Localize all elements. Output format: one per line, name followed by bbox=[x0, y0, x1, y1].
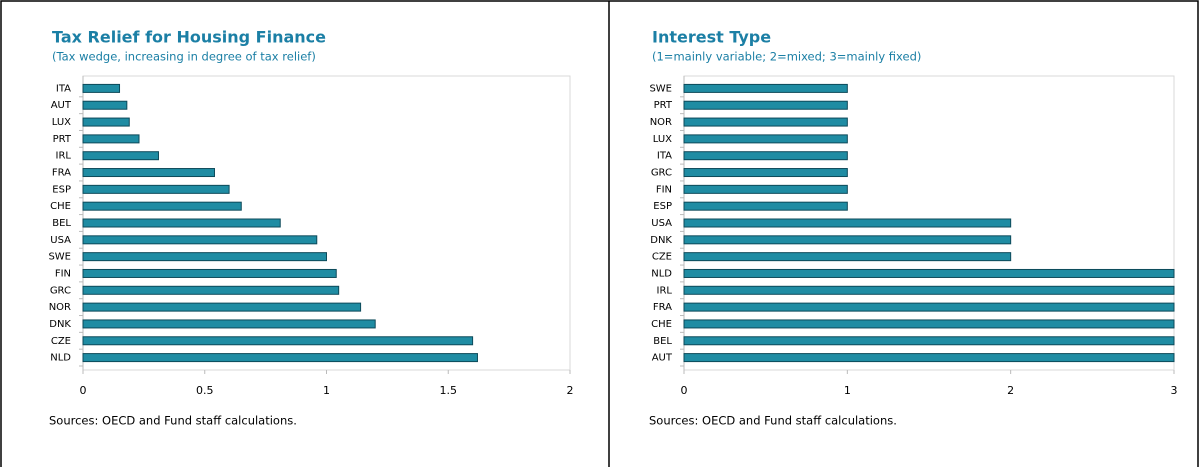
y-tick-label: NLD bbox=[651, 268, 672, 279]
bar bbox=[82, 336, 474, 346]
bar bbox=[82, 151, 159, 161]
y-tick-label: AUT bbox=[51, 100, 72, 111]
bar bbox=[683, 151, 848, 161]
x-tick-label: 0 bbox=[681, 384, 688, 397]
y-tick-label: SWE bbox=[48, 252, 71, 263]
bar bbox=[82, 285, 340, 295]
y-tick-label: DNK bbox=[49, 319, 71, 330]
bar bbox=[683, 252, 1012, 262]
bar bbox=[82, 218, 281, 228]
bar bbox=[683, 100, 848, 110]
y-tick-label: USA bbox=[50, 235, 71, 246]
bar bbox=[683, 302, 1175, 312]
bar bbox=[82, 100, 128, 110]
y-tick-label: IRL bbox=[56, 151, 72, 162]
bar bbox=[683, 319, 1175, 329]
y-tick-label: FIN bbox=[55, 268, 71, 279]
y-tick-label: FRA bbox=[52, 168, 71, 179]
bar bbox=[82, 353, 478, 363]
y-tick-label: FIN bbox=[656, 184, 672, 195]
bar bbox=[82, 83, 121, 93]
x-tick-label: 3 bbox=[1171, 384, 1178, 397]
y-tick-label: LUX bbox=[653, 134, 672, 145]
bar bbox=[82, 117, 130, 127]
chart-subtitle: (1=mainly variable; 2=mixed; 3=mainly fi… bbox=[652, 50, 921, 64]
y-tick-label: ESP bbox=[653, 201, 672, 212]
x-tick-label: 1.5 bbox=[440, 384, 458, 397]
x-tick-label: 0 bbox=[80, 384, 87, 397]
y-tick-label: NOR bbox=[49, 302, 71, 313]
y-tick-label: PRT bbox=[53, 134, 72, 145]
bar bbox=[683, 168, 848, 178]
y-tick-label: CZE bbox=[51, 336, 71, 347]
bar bbox=[82, 319, 376, 329]
bar bbox=[683, 134, 848, 144]
bar bbox=[82, 201, 242, 211]
bar bbox=[82, 302, 362, 312]
x-tick-label: 1 bbox=[844, 384, 851, 397]
y-tick-label: GRC bbox=[50, 285, 71, 296]
x-tick-label: 1 bbox=[323, 384, 330, 397]
chart-subtitle: (Tax wedge, increasing in degree of tax … bbox=[52, 50, 316, 64]
bar bbox=[82, 252, 327, 262]
bar bbox=[82, 134, 140, 144]
y-tick-label: CHE bbox=[50, 201, 71, 212]
x-tick-label: 0.5 bbox=[196, 384, 214, 397]
y-tick-label: NLD bbox=[50, 353, 71, 364]
bar bbox=[683, 83, 848, 93]
y-tick-label: GRC bbox=[651, 168, 672, 179]
y-tick-label: BEL bbox=[653, 336, 672, 347]
y-tick-label: DNK bbox=[650, 235, 672, 246]
bar bbox=[683, 235, 1012, 245]
y-tick-label: ESP bbox=[52, 184, 71, 195]
bar bbox=[82, 235, 318, 245]
chart-title: Tax Relief for Housing Finance bbox=[52, 28, 326, 47]
y-tick-label: CHE bbox=[651, 319, 672, 330]
source-note: Sources: OECD and Fund staff calculation… bbox=[49, 414, 297, 428]
bar bbox=[683, 117, 848, 127]
y-tick-label: LUX bbox=[52, 117, 71, 128]
bar bbox=[683, 353, 1175, 363]
bar bbox=[82, 184, 230, 194]
y-tick-label: USA bbox=[651, 218, 672, 229]
y-tick-label: ITA bbox=[56, 83, 71, 94]
bar bbox=[683, 201, 848, 211]
bar bbox=[683, 218, 1012, 228]
y-tick-label: PRT bbox=[654, 100, 673, 111]
y-tick-label: BEL bbox=[52, 218, 71, 229]
y-tick-label: CZE bbox=[652, 252, 672, 263]
source-note: Sources: OECD and Fund staff calculation… bbox=[649, 414, 897, 428]
y-tick-label: NOR bbox=[650, 117, 672, 128]
chart-title: Interest Type bbox=[652, 28, 771, 47]
bar bbox=[683, 285, 1175, 295]
y-tick-label: ITA bbox=[657, 151, 672, 162]
y-tick-label: FRA bbox=[653, 302, 672, 313]
y-tick-label: SWE bbox=[649, 83, 672, 94]
bar bbox=[683, 184, 848, 194]
bar bbox=[82, 168, 215, 178]
bar bbox=[683, 268, 1175, 278]
y-tick-label: IRL bbox=[657, 285, 673, 296]
y-tick-label: AUT bbox=[652, 353, 673, 364]
bar bbox=[82, 268, 337, 278]
x-tick-label: 2 bbox=[1007, 384, 1014, 397]
x-tick-label: 2 bbox=[567, 384, 574, 397]
bar bbox=[683, 336, 1175, 346]
